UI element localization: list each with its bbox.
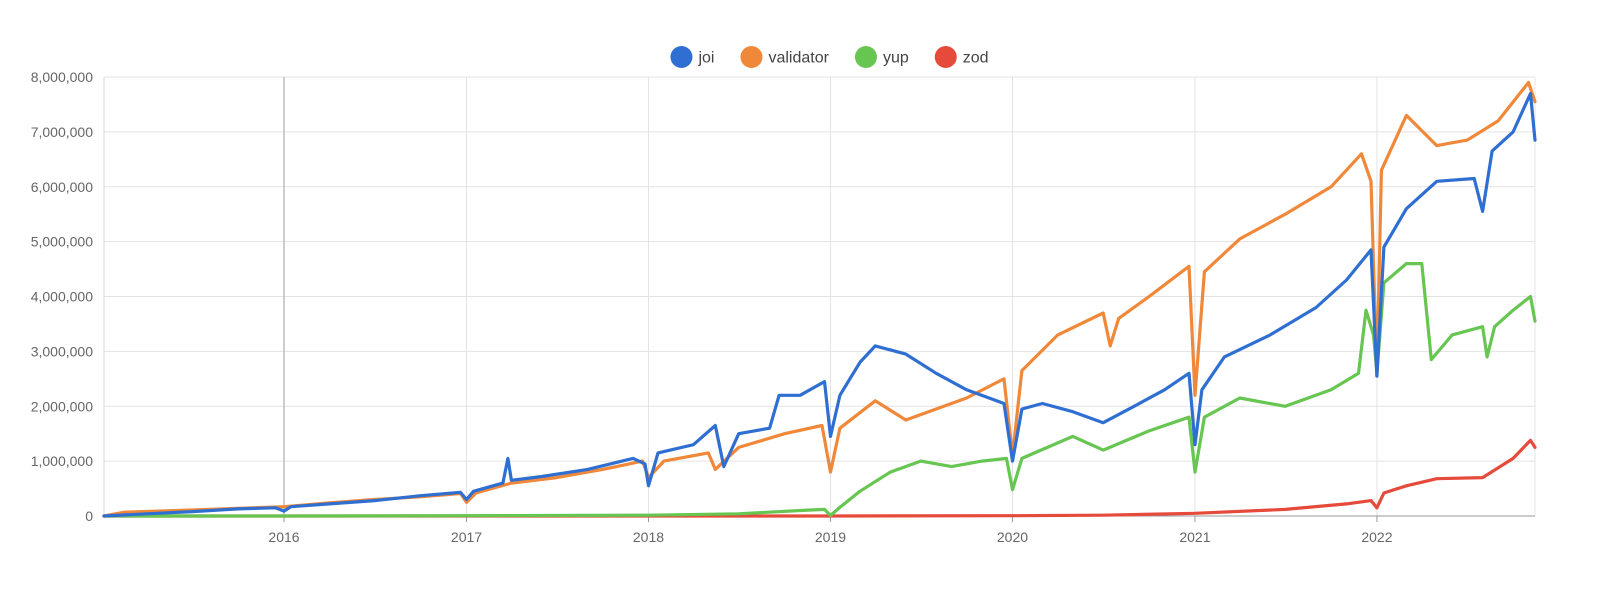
x-tick-label: 2016 bbox=[268, 529, 299, 545]
y-tick-label: 0 bbox=[85, 508, 93, 524]
y-tick-label: 5,000,000 bbox=[31, 234, 93, 250]
axes: 0 1,000,000 2,000,000 3,000,000 4,000,000 5,0… bbox=[31, 69, 1535, 545]
y-tick-label: 1,000,000 bbox=[31, 453, 93, 469]
series-line-validator bbox=[102, 80, 1537, 518]
x-tick-label: 2021 bbox=[1179, 529, 1210, 545]
x-tick-label: 2022 bbox=[1361, 529, 1392, 545]
y-tick-label: 3,000,000 bbox=[31, 343, 93, 359]
series-lines bbox=[102, 80, 1537, 518]
legend-label: validator bbox=[768, 50, 829, 67]
x-tick-label: 2019 bbox=[815, 529, 846, 545]
y-tick-label: 2,000,000 bbox=[31, 398, 93, 414]
legend-swatch bbox=[670, 46, 693, 68]
y-tick-label: 7,000,000 bbox=[31, 124, 93, 140]
legend-item-zod[interactable]: zod bbox=[934, 46, 989, 68]
legend[interactable]: joi validator yup zod bbox=[670, 46, 989, 68]
legend-item-yup[interactable]: yup bbox=[854, 46, 909, 68]
y-tick-label: 6,000,000 bbox=[31, 179, 93, 195]
legend-label: yup bbox=[883, 50, 909, 67]
x-tick-label: 2017 bbox=[451, 529, 482, 545]
grid bbox=[104, 76, 1536, 516]
x-tick-label: 2018 bbox=[633, 529, 664, 545]
x-tick-label: 2020 bbox=[997, 529, 1028, 545]
legend-swatch bbox=[854, 46, 877, 68]
series-line-joi bbox=[102, 91, 1537, 518]
legend-item-validator[interactable]: validator bbox=[740, 46, 830, 68]
legend-label: zod bbox=[963, 50, 989, 67]
y-tick-label: 8,000,000 bbox=[31, 69, 93, 85]
legend-item-joi[interactable]: joi bbox=[670, 46, 714, 68]
legend-swatch bbox=[740, 46, 763, 68]
legend-swatch bbox=[934, 46, 957, 68]
series-line-yup bbox=[102, 262, 1537, 518]
series-line-zod bbox=[102, 438, 1537, 518]
legend-label: joi bbox=[697, 50, 714, 67]
y-tick-label: 4,000,000 bbox=[31, 289, 93, 305]
